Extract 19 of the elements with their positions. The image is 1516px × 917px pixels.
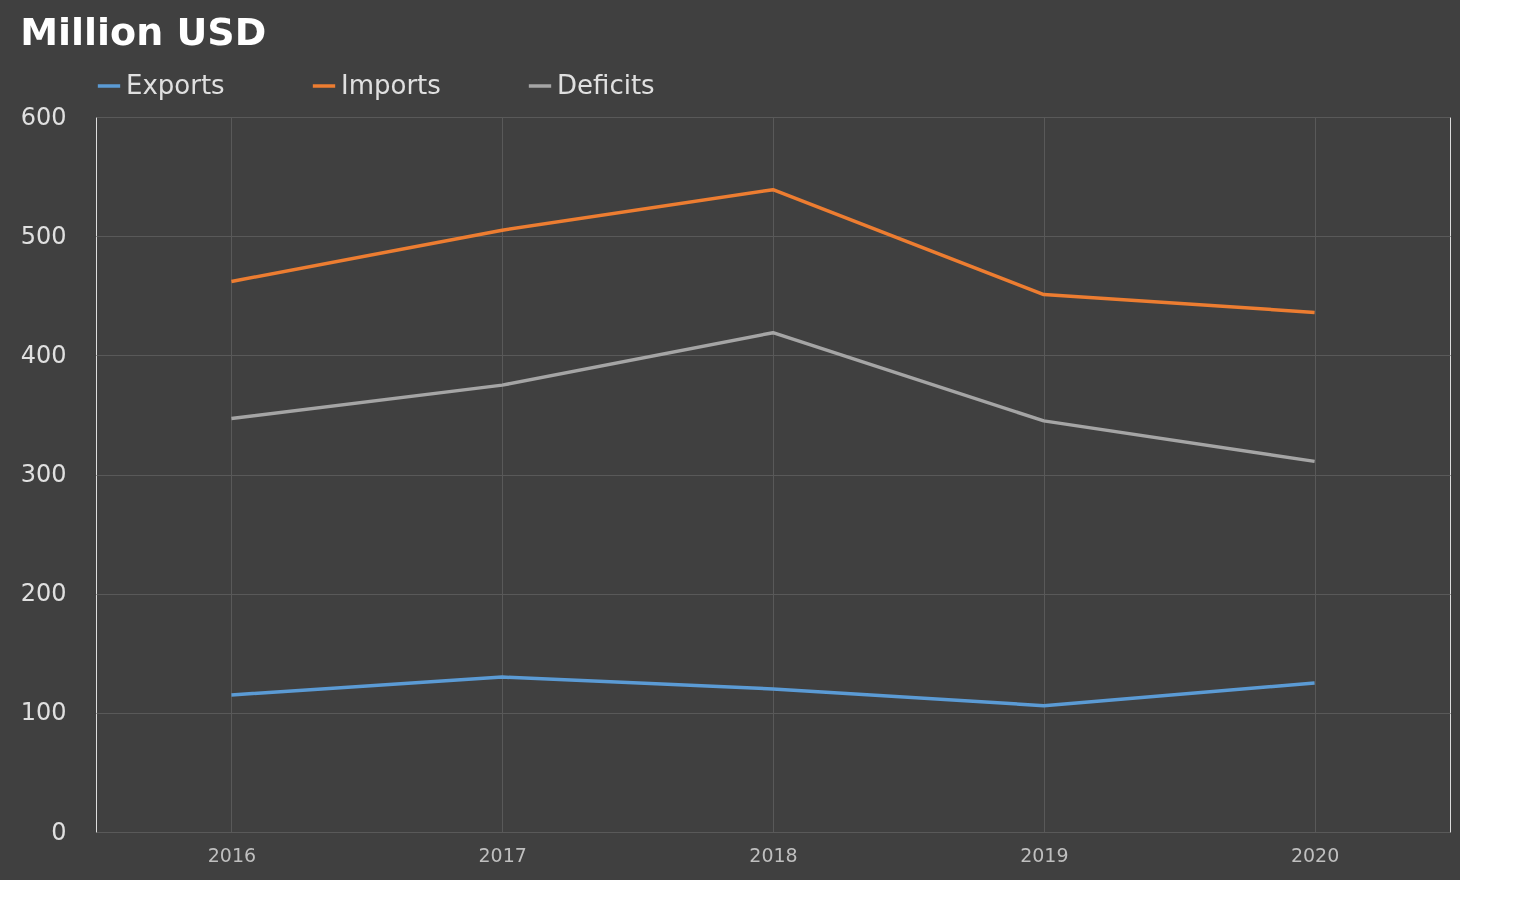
y-tick-label: 600 — [20, 102, 67, 131]
legend-label: Deficits — [557, 70, 655, 100]
line-series — [229, 330, 1317, 464]
x-tick-label: 2019 — [1020, 843, 1069, 866]
chart-title: Million USD — [20, 10, 267, 54]
line-series — [229, 187, 1317, 315]
x-tick-label: 2020 — [1290, 843, 1340, 866]
line-series — [229, 675, 1317, 708]
y-tick-label: 0 — [51, 817, 67, 846]
y-tick-label: 100 — [20, 698, 67, 727]
legend-label: Exports — [126, 70, 225, 100]
legend-label: Imports — [341, 70, 441, 100]
y-tick-label: 500 — [20, 221, 67, 250]
y-tick-label: 300 — [20, 460, 67, 488]
y-tick-label: 400 — [20, 340, 67, 369]
x-tick-label: 2017 — [478, 843, 527, 866]
x-tick-label: 2018 — [749, 843, 798, 866]
x-tick-label: 2016 — [207, 843, 257, 866]
y-tick-label: 200 — [20, 579, 67, 608]
